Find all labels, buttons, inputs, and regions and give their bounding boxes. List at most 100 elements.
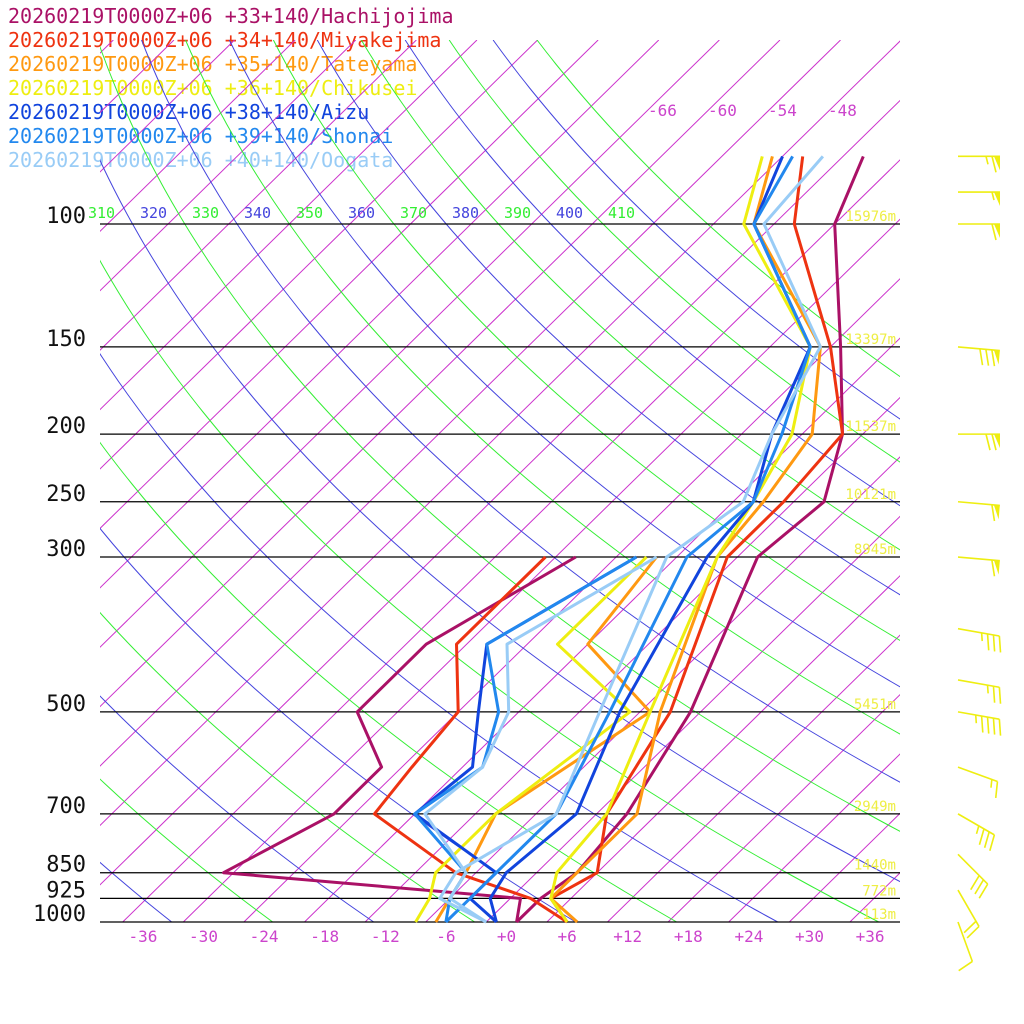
x-tick-label: -6 (436, 927, 455, 946)
dry-adiabat (141, 40, 900, 783)
isotherm-top-label: -48 (828, 101, 857, 120)
profiles (222, 155, 865, 924)
pressure-label: 150 (46, 327, 86, 352)
theta-label: 410 (608, 204, 635, 222)
isotherm (100, 40, 599, 530)
dry-adiabat (100, 159, 900, 883)
wind-barb (957, 766, 999, 799)
isotherm (122, 159, 900, 922)
wind-barb (957, 627, 1002, 653)
theta-label: 370 (400, 204, 427, 222)
theta-label: 330 (192, 204, 219, 222)
height-label: 772m (862, 883, 896, 899)
isotherm (607, 634, 900, 922)
x-tick-label: -18 (310, 927, 339, 946)
pressure-label: 500 (46, 692, 86, 717)
theta-label: 310 (88, 204, 115, 222)
moist-adiabat (100, 45, 900, 832)
dry-adiabat (316, 40, 900, 596)
x-tick-label: +12 (613, 927, 642, 946)
x-tick-label: +36 (856, 927, 885, 946)
x-tick-label: -24 (250, 927, 279, 946)
pressure-label: 200 (46, 414, 86, 439)
moist-adiabat (100, 611, 475, 922)
height-label: 1440m (854, 858, 896, 874)
x-tick-label: +0 (497, 927, 516, 946)
theta-label: 390 (504, 204, 531, 222)
isotherm (100, 99, 900, 886)
isotherm (100, 40, 538, 470)
temperature-line (444, 155, 812, 924)
isotherm (243, 278, 900, 922)
height-label: 2949m (854, 799, 896, 815)
isotherm (100, 40, 720, 648)
isotherm-top-label: -60 (708, 101, 737, 120)
dry-adiabat (492, 40, 900, 420)
wind-barb (957, 921, 974, 972)
legend-entry: 20260219T0000Z+06 +36+140/Chikusei (8, 76, 418, 100)
wind-barb (958, 433, 1000, 451)
isotherm (425, 456, 900, 922)
wind-barb (957, 813, 996, 851)
isotherm-top-label: -54 (768, 101, 797, 120)
moist-adiabat (185, 40, 900, 735)
temperature-line (438, 155, 825, 924)
wind-barb (957, 346, 1000, 367)
height-label: 11537m (845, 419, 896, 435)
legend-entry: 20260219T0000Z+06 +40+140/Oogata (8, 148, 394, 172)
height-label: 13397m (845, 332, 896, 348)
pressure-label: 850 (46, 853, 86, 878)
isotherm (100, 40, 841, 767)
wind-barb (957, 500, 1000, 522)
dry-adiabat (100, 695, 374, 922)
background-lines (0, 40, 900, 922)
temperature-line (549, 156, 844, 923)
isotherm-top-label: -66 (648, 101, 677, 120)
height-label: 5451m (854, 697, 896, 713)
pressure-label: 1000 (33, 902, 86, 927)
dewpoint-line (222, 555, 577, 923)
isotherm (364, 396, 900, 922)
theta-label: 320 (140, 204, 167, 222)
isotherm (182, 218, 900, 922)
dry-adiabat (100, 353, 778, 922)
pressure-label: 100 (46, 204, 86, 229)
moist-adiabat (272, 40, 900, 641)
isotherm (0, 40, 53, 922)
pressure-label: 300 (46, 537, 86, 562)
theta-label: 360 (348, 204, 375, 222)
height-label: 113m (862, 907, 896, 923)
height-label: 10121m (845, 487, 896, 503)
moist-adiabat (536, 40, 900, 378)
pressure-label: 250 (46, 482, 86, 507)
legend-entry: 20260219T0000Z+06 +35+140/Tateyama (8, 52, 418, 76)
x-tick-label: +24 (734, 927, 763, 946)
isotherm (100, 40, 357, 292)
temperature-line (549, 156, 812, 923)
dewpoint-line (414, 555, 648, 923)
moist-adiabat (100, 441, 677, 922)
x-tick-label: +30 (795, 927, 824, 946)
isotherm (100, 40, 478, 411)
dry-adiabat (404, 40, 900, 507)
isotherm (728, 753, 900, 922)
theta-label: 400 (556, 204, 583, 222)
pressure-label: 925 (46, 878, 86, 903)
isotherm (667, 693, 900, 922)
dewpoint-line (423, 555, 658, 924)
legend-entry: 20260219T0000Z+06 +38+140/Aizu (8, 100, 370, 124)
height-label: 8945m (854, 542, 896, 558)
x-tick-label: +6 (557, 927, 576, 946)
isotherm (100, 40, 296, 233)
wind-barb (958, 191, 1000, 207)
temperature-line (515, 155, 865, 924)
wind-barbs (957, 155, 1002, 972)
wind-barb (958, 155, 1000, 173)
isotherm (100, 40, 900, 827)
theta-label: 380 (452, 204, 479, 222)
pressure-label: 700 (46, 794, 86, 819)
dry-adiabat (228, 40, 900, 688)
x-tick-label: +18 (674, 927, 703, 946)
moist-adiabat (448, 40, 900, 463)
wind-barb (958, 223, 1000, 241)
